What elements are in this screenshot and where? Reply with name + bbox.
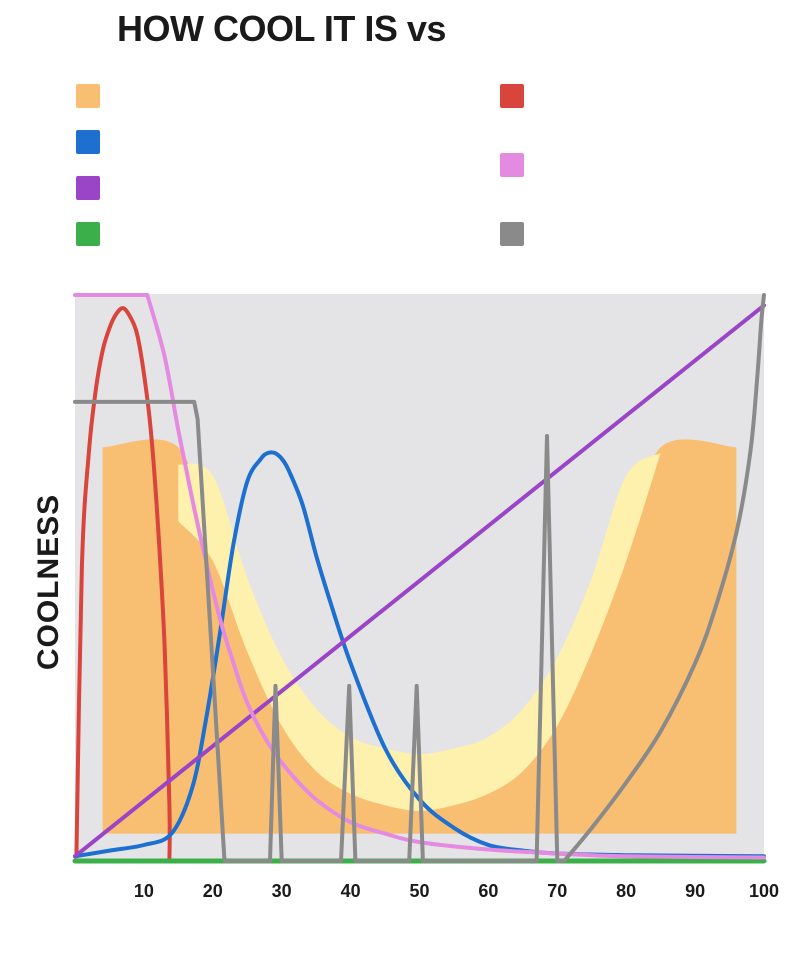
- x-axis: 10 20 30 40 50 60 70 80 90 100: [134, 881, 779, 901]
- legend-swatch-gray: [500, 222, 524, 246]
- series-line-red: [74, 306, 172, 863]
- x-tick-label-60: 60: [478, 881, 498, 901]
- series-line-pink: [73, 293, 766, 860]
- legend-swatch-orange: [76, 84, 100, 108]
- series-line-purple: [73, 303, 766, 859]
- lines-layer: [72, 293, 767, 864]
- legend-swatch-red: [500, 84, 524, 108]
- x-tick-label-80: 80: [616, 881, 636, 901]
- x-tick-label-10: 10: [134, 881, 154, 901]
- x-tick-label-100: 100: [749, 881, 779, 901]
- legend-swatch-blue: [76, 130, 100, 154]
- legend-swatch-green: [76, 222, 100, 246]
- x-tick-label-90: 90: [685, 881, 705, 901]
- x-tick-label-40: 40: [341, 881, 361, 901]
- x-tick-label-30: 30: [272, 881, 292, 901]
- series-line-blue: [73, 450, 766, 859]
- band-orange: [102, 439, 737, 834]
- x-tick-label-20: 20: [203, 881, 223, 901]
- chart-title: HOW COOL IT IS vs: [117, 8, 446, 49]
- legend-swatch-pink: [500, 153, 524, 177]
- legend-swatch-purple: [76, 176, 100, 200]
- series-line-gray: [73, 293, 766, 863]
- y-axis-label: COOLNESS: [32, 494, 65, 670]
- x-tick-label-70: 70: [547, 881, 567, 901]
- x-tick-label-50: 50: [409, 881, 429, 901]
